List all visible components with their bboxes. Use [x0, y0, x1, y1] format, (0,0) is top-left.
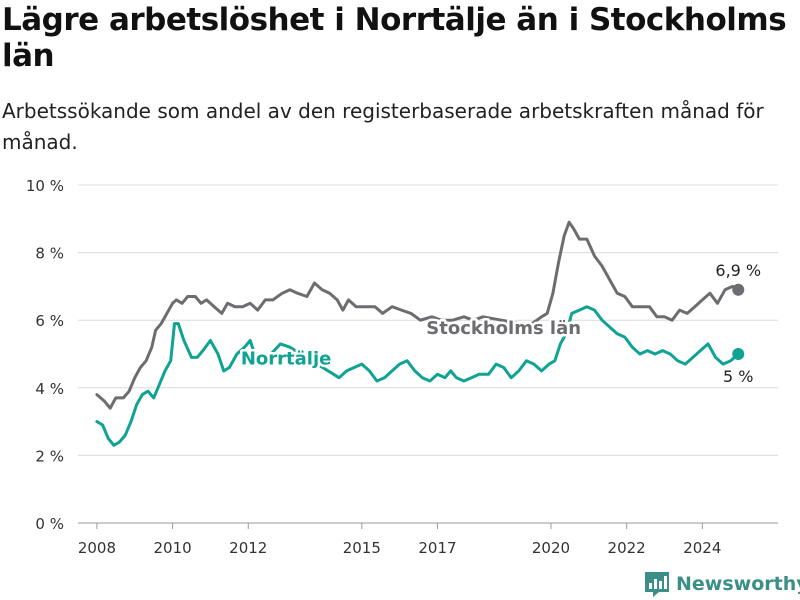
end-value-label: 5 % [723, 367, 753, 386]
x-tick-label: 2015 [343, 539, 381, 557]
end-point-marker [732, 348, 745, 360]
x-tick-label: 2008 [78, 539, 116, 557]
x-axis-tick-labels: 2008 2010 2012 2015 2017 2020 2022 2024 [78, 539, 722, 557]
series-line-norrt-lje [95, 305, 740, 447]
chart-subtitle: Arbetssökande som andel av den registerb… [2, 99, 764, 154]
y-tick-label: 4 % [35, 380, 64, 398]
y-tick-label: 6 % [35, 312, 64, 330]
page-title: Lägre arbetslöshet i Norrtälje än i Stoc… [2, 2, 787, 74]
series-label: Stockholms län [426, 318, 581, 339]
series-label: Norrtälje [241, 348, 331, 369]
y-axis-tick-labels: 0 % 2 % 4 % 6 % 8 % 10 % [26, 177, 64, 533]
x-tick-label: 2020 [532, 539, 570, 557]
series-lines [95, 220, 740, 447]
x-tick-label: 2010 [154, 539, 192, 557]
x-axis-ticks [96, 523, 703, 529]
y-tick-label: 10 % [26, 177, 64, 195]
series-line-stockholms-l-n [95, 220, 740, 410]
y-tick-label: 2 % [35, 447, 64, 465]
brand-logo: Newsworthy [644, 570, 800, 598]
y-tick-label: 8 % [35, 245, 64, 263]
newsworthy-logo-icon [645, 572, 669, 597]
y-grid [78, 184, 778, 524]
end-value-label: 6,9 % [715, 261, 761, 280]
end-point-marker [732, 283, 745, 296]
x-tick-label: 2017 [418, 539, 456, 557]
y-tick-label: 0 % [35, 515, 64, 533]
end-points: 6,9 % 5 % [715, 261, 761, 386]
brand-name: Newsworthy [676, 573, 800, 595]
series-labels: Stockholms län Norrtälje [238, 315, 583, 371]
x-tick-label: 2012 [229, 539, 267, 557]
x-tick-label: 2022 [608, 539, 646, 557]
x-tick-label: 2024 [683, 539, 721, 557]
